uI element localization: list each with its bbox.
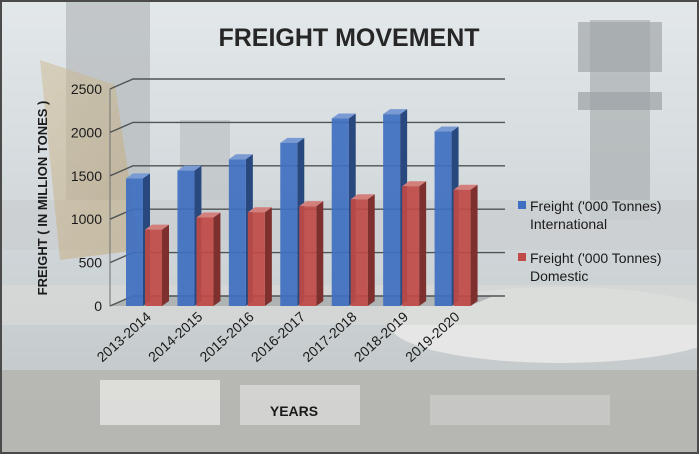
bar-top	[402, 181, 427, 187]
bar-top	[126, 173, 150, 179]
x-axis-label: YEARS	[270, 403, 318, 419]
bar-domestic	[453, 189, 471, 306]
y-tick-label: 2000	[71, 124, 102, 140]
bar-side	[316, 201, 324, 306]
gridline	[109, 78, 505, 90]
legend-swatch	[518, 253, 526, 261]
bar-top	[383, 109, 408, 115]
bar-side	[367, 194, 375, 306]
bar-domestic	[402, 186, 420, 306]
bar-domestic	[145, 229, 162, 306]
bar-side	[162, 224, 169, 306]
bar-top	[331, 113, 356, 119]
y-tick-label: 0	[94, 298, 102, 314]
legend-label-line: Domestic	[530, 268, 588, 284]
bar-international	[331, 118, 349, 307]
legend-label: Freight ('000 Tonnes) Domestic	[530, 250, 662, 284]
legend-label-line: Freight ('000 Tonnes)	[530, 250, 662, 266]
bar-international	[228, 159, 246, 306]
bar-top	[177, 165, 202, 171]
legend-label: Freight ('000 Tonnes) International	[530, 198, 662, 232]
bar-domestic	[350, 199, 368, 306]
bar-international	[434, 131, 452, 306]
chart-title: FREIGHT MOVEMENT	[218, 24, 479, 52]
bar-top	[434, 126, 459, 132]
y-axis-label: FREIGHT ( IN MILLION TONES )	[35, 101, 50, 296]
bar-domestic	[196, 217, 214, 306]
bar-top	[228, 154, 253, 160]
bar-top	[453, 184, 478, 190]
bar-international	[126, 178, 143, 306]
plot-area: 050010001500200025002013-20142014-201520…	[71, 78, 505, 365]
gridline	[109, 121, 505, 134]
legend: Freight ('000 Tonnes) InternationalFreigh…	[518, 198, 662, 284]
bar-top	[299, 201, 324, 207]
bar-domestic	[247, 212, 265, 306]
gridline	[109, 165, 505, 177]
y-tick-label: 1500	[71, 168, 102, 184]
legend-swatch	[518, 201, 526, 209]
bar-international	[280, 142, 298, 306]
y-tick-label: 500	[79, 255, 103, 271]
bar-top	[145, 224, 169, 230]
bar-top	[247, 207, 272, 213]
bar-side	[470, 184, 478, 306]
bar-international	[383, 114, 401, 306]
bar-side	[213, 212, 221, 306]
bar-domestic	[299, 206, 317, 306]
legend-label-line: International	[530, 216, 607, 232]
bar-side	[264, 207, 272, 306]
bar-side	[419, 181, 427, 306]
bar-top	[196, 212, 221, 218]
legend-label-line: Freight ('000 Tonnes)	[530, 198, 662, 214]
bar-international	[177, 170, 195, 306]
bar-top	[350, 194, 375, 200]
bar-top	[280, 137, 305, 143]
y-tick-label: 2500	[71, 81, 102, 97]
y-tick-label: 1000	[71, 211, 102, 227]
